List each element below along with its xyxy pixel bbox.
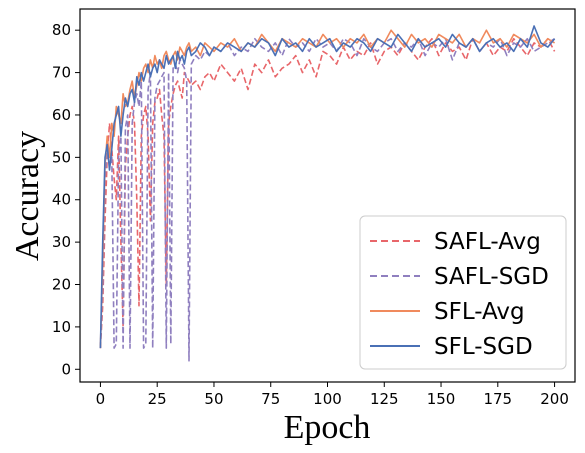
- x-tick-label: 125: [370, 390, 399, 408]
- y-tick-label: 20: [52, 276, 71, 294]
- legend: SAFL-Avg SAFL-SGD SFL-Avg SFL-SGD: [359, 215, 567, 370]
- legend-label: SAFL-SGD: [434, 264, 549, 290]
- series-line-safl-sgd: [99, 37, 556, 362]
- x-tick-label: 50: [204, 390, 223, 408]
- x-tick-label: 175: [483, 390, 512, 408]
- y-tick-label: 10: [52, 318, 71, 336]
- y-tick-label: 40: [52, 191, 71, 209]
- y-tick-label: 70: [52, 64, 71, 82]
- y-tick-label: 80: [52, 21, 71, 39]
- y-axis: 0 10 20 30 40 50 60 70 80: [52, 21, 80, 378]
- x-tick-label: 150: [427, 390, 456, 408]
- y-tick-label: 50: [52, 148, 71, 166]
- y-tick-label: 0: [61, 360, 71, 378]
- y-tick-label: 30: [52, 233, 71, 251]
- x-tick-label: 25: [148, 390, 167, 408]
- legend-label: SAFL-Avg: [434, 229, 541, 255]
- y-tick-label: 60: [52, 106, 71, 124]
- legend-label: SFL-Avg: [434, 299, 525, 325]
- x-tick-label: 75: [261, 390, 280, 408]
- x-tick-label: 200: [540, 390, 569, 408]
- series-layer: [99, 25, 556, 362]
- legend-entries: SAFL-Avg SAFL-SGD SFL-Avg SFL-SGD: [370, 229, 549, 360]
- legend-label: SFL-SGD: [434, 334, 533, 360]
- y-axis-label: Accuracy: [9, 131, 46, 261]
- x-axis-label: Epoch: [284, 409, 371, 446]
- x-tick-label: 100: [313, 390, 342, 408]
- legend-box: [359, 215, 567, 370]
- series-line-sfl-sgd: [99, 25, 556, 349]
- x-axis: 0 25 50 75 100 125 150 175 200: [96, 382, 569, 408]
- x-tick-label: 0: [96, 390, 106, 408]
